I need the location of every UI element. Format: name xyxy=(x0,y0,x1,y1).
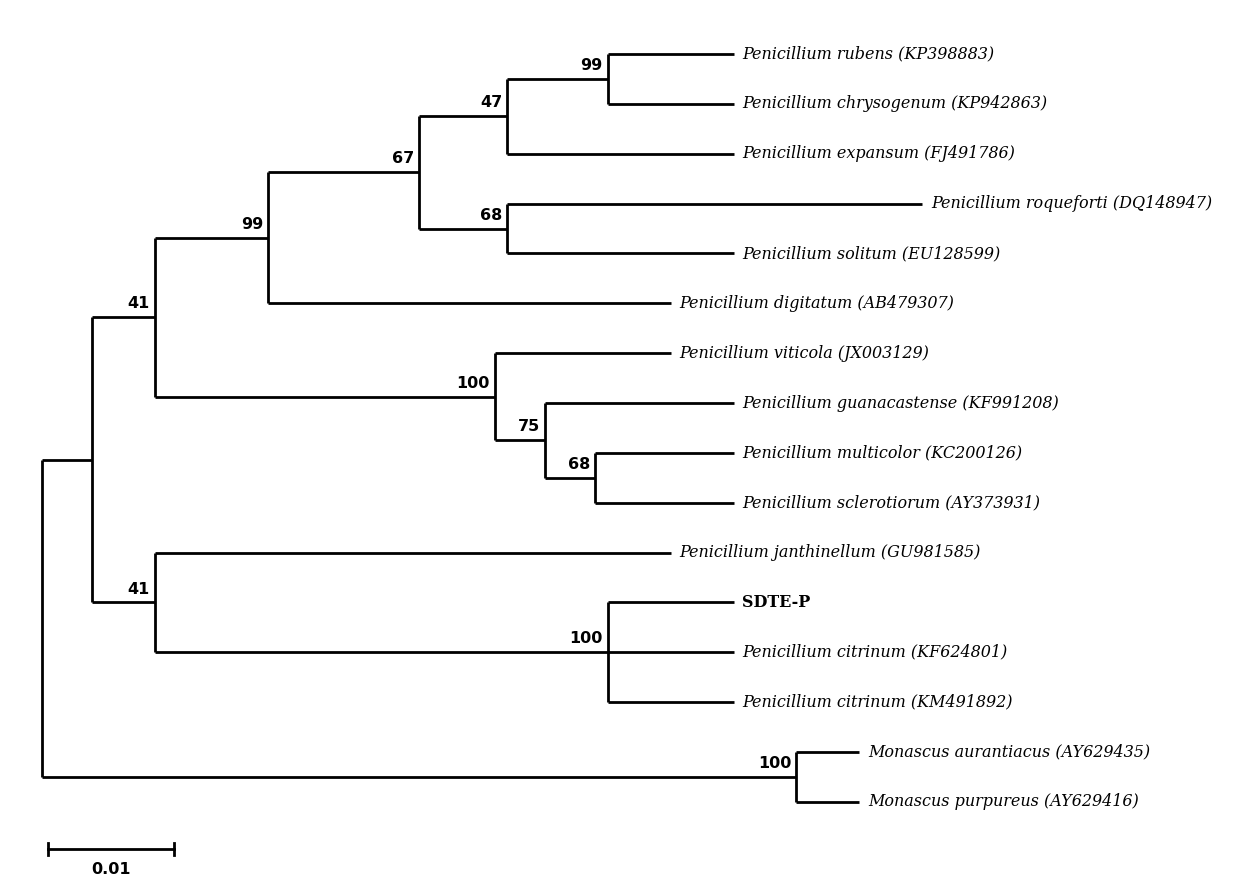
Text: Penicillium expansum (FJ491786): Penicillium expansum (FJ491786) xyxy=(743,146,1016,162)
Text: Penicillium citrinum (KF624801): Penicillium citrinum (KF624801) xyxy=(743,644,1008,661)
Text: SDTE-P: SDTE-P xyxy=(743,594,811,611)
Text: Penicillium sclerotiorum (AY373931): Penicillium sclerotiorum (AY373931) xyxy=(743,494,1040,512)
Text: 67: 67 xyxy=(392,152,414,167)
Text: 47: 47 xyxy=(480,95,502,110)
Text: 99: 99 xyxy=(580,58,603,73)
Text: 0.01: 0.01 xyxy=(92,862,130,877)
Text: 41: 41 xyxy=(128,296,150,311)
Text: Monascus aurantiacus (AY629435): Monascus aurantiacus (AY629435) xyxy=(868,744,1151,760)
Text: Penicillium multicolor (KC200126): Penicillium multicolor (KC200126) xyxy=(743,445,1023,461)
Text: 68: 68 xyxy=(568,457,590,472)
Text: Penicillium guanacastense (KF991208): Penicillium guanacastense (KF991208) xyxy=(743,394,1059,412)
Text: 75: 75 xyxy=(517,420,539,435)
Text: 68: 68 xyxy=(480,207,502,222)
Text: Penicillium janthinellum (GU981585): Penicillium janthinellum (GU981585) xyxy=(680,544,981,561)
Text: Penicillium viticola (JX003129): Penicillium viticola (JX003129) xyxy=(680,345,930,362)
Text: 100: 100 xyxy=(569,632,603,647)
Text: 41: 41 xyxy=(128,581,150,596)
Text: Penicillium solitum (EU128599): Penicillium solitum (EU128599) xyxy=(743,245,1001,262)
Text: 100: 100 xyxy=(758,756,791,771)
Text: Penicillium digitatum (AB479307): Penicillium digitatum (AB479307) xyxy=(680,295,955,312)
Text: Penicillium chrysogenum (KP942863): Penicillium chrysogenum (KP942863) xyxy=(743,95,1048,112)
Text: Monascus purpureus (AY629416): Monascus purpureus (AY629416) xyxy=(868,794,1138,811)
Text: 100: 100 xyxy=(456,376,490,391)
Text: Penicillium rubens (KP398883): Penicillium rubens (KP398883) xyxy=(743,46,994,63)
Text: 99: 99 xyxy=(241,217,263,232)
Text: Penicillium roqueforti (DQ148947): Penicillium roqueforti (DQ148947) xyxy=(931,195,1213,212)
Text: Penicillium citrinum (KM491892): Penicillium citrinum (KM491892) xyxy=(743,694,1013,711)
